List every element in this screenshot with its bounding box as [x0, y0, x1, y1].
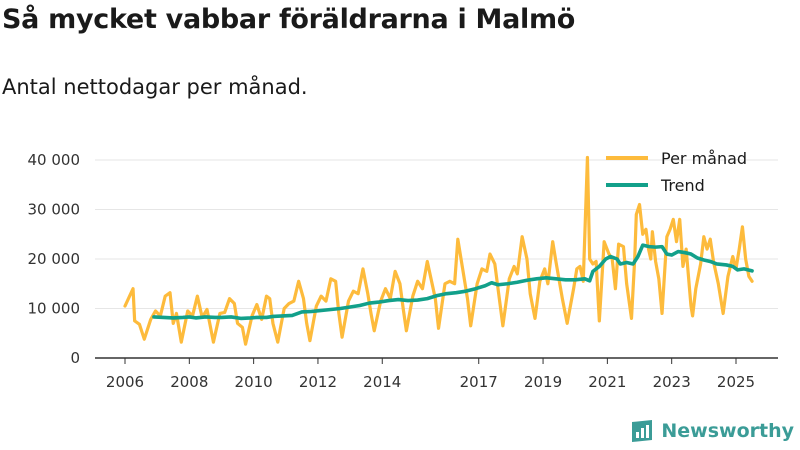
- y-tick-label: 20 000: [28, 250, 81, 268]
- y-tick-label: 30 000: [28, 201, 81, 219]
- y-tick-label: 10 000: [28, 300, 81, 318]
- x-tick-label: 2010: [235, 373, 273, 391]
- legend-item-trend-label: Trend: [660, 176, 705, 195]
- chart-title: Så mycket vabbar föräldrarna i Malmö: [2, 4, 576, 35]
- legend-item-per-manad-label: Per månad: [661, 149, 747, 168]
- series-line-trend: [152, 243, 754, 321]
- x-tick-label: 2025: [717, 373, 755, 391]
- chart-subtitle: Antal nettodagar per månad.: [2, 75, 308, 99]
- x-tick-label: 2021: [588, 373, 626, 391]
- x-tick-label: 2019: [524, 373, 562, 391]
- x-tick-label: 2017: [460, 373, 498, 391]
- brand-name: Newsworthy: [661, 420, 794, 442]
- series-layer: [123, 155, 754, 346]
- x-tick-label: 2014: [363, 373, 401, 391]
- y-tick-label: 40 000: [28, 151, 81, 169]
- y-tick-label: 0: [70, 349, 80, 367]
- x-tick-label: 2008: [170, 373, 208, 391]
- brand-logo: Newsworthy: [629, 418, 794, 444]
- x-tick-label: 2006: [106, 373, 144, 391]
- x-tick-label: 2023: [653, 373, 691, 391]
- x-tick-label: 2012: [299, 373, 337, 391]
- legend: Per månad Trend: [606, 149, 747, 195]
- series-line-per-manad: [123, 155, 754, 346]
- axis-layer: 0 10 000 20 000 30 000 40 000 2006 2008 2010 201…: [28, 151, 778, 391]
- newsworthy-logo-icon: [632, 420, 653, 442]
